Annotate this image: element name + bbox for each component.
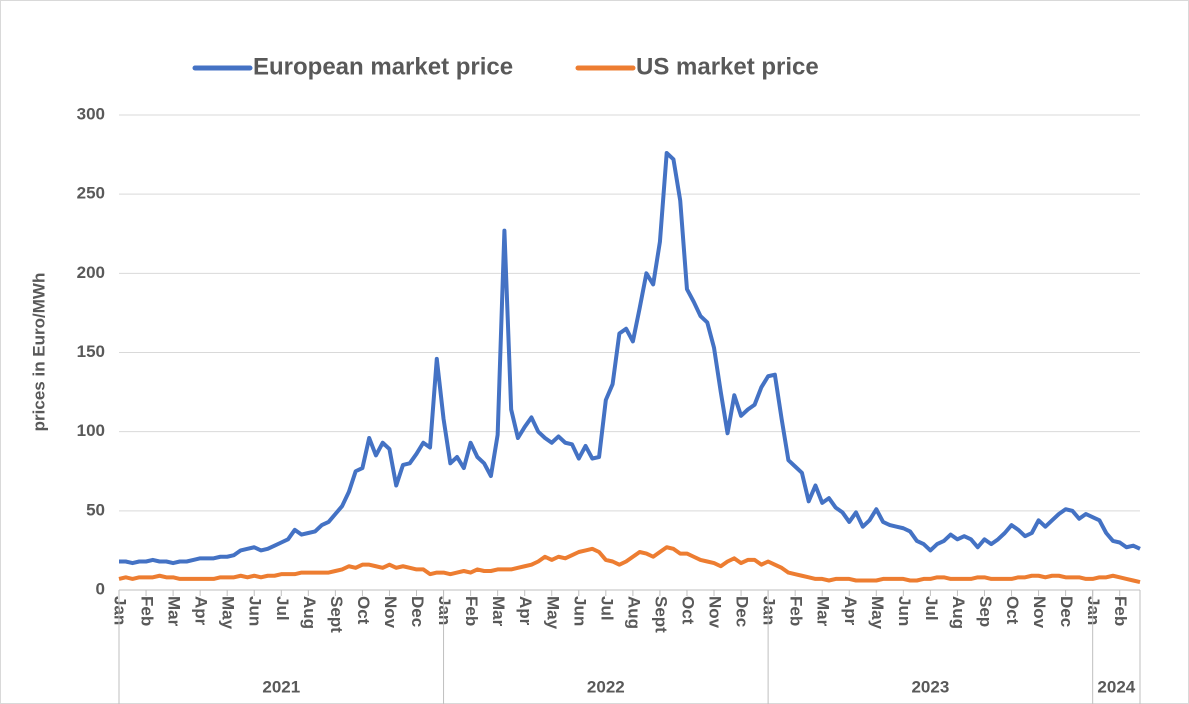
group-label: 2021 [262, 677, 300, 696]
x-tick-label: Apr [841, 596, 860, 626]
y-axis-label: prices in Euro/MWh [29, 273, 48, 432]
x-tick-label: Jun [246, 596, 265, 626]
x-tick-label: Feb [787, 596, 806, 626]
x-tick-label: Dec [733, 596, 752, 627]
x-tick-label: Jul [273, 596, 292, 621]
y-tick-label: 50 [86, 500, 105, 519]
x-tick-label: Jun [895, 596, 914, 626]
x-tick-label: Jan [435, 596, 454, 625]
x-tick-label: Mar [489, 596, 508, 627]
x-tick-label: Feb [138, 596, 157, 626]
y-tick-label: 100 [77, 421, 105, 440]
legend-label: European market price [253, 53, 513, 80]
x-tick-label: May [219, 596, 238, 630]
x-tick-label: Aug [300, 596, 319, 629]
x-tick-label: Sept [327, 596, 346, 633]
x-tick-label: Sept [651, 596, 670, 633]
x-tick-label: Dec [1057, 596, 1076, 627]
x-tick-label: Apr [192, 596, 211, 626]
x-tick-label: Nov [706, 596, 725, 629]
x-tick-label: Feb [462, 596, 481, 626]
x-tick-label: Dec [408, 596, 427, 627]
x-tick-label: Jan [760, 596, 779, 625]
x-tick-label: Jul [597, 596, 616, 621]
x-tick-label: Aug [949, 596, 968, 629]
legend-label: US market price [636, 53, 819, 80]
x-tick-label: Jul [922, 596, 941, 621]
y-tick-label: 200 [77, 263, 105, 282]
x-tick-label: Jan [1084, 596, 1103, 625]
x-tick-label: Nov [381, 596, 400, 629]
y-tick-label: 250 [77, 184, 105, 203]
y-tick-label: 300 [77, 104, 105, 123]
series-line [118, 545, 1141, 585]
group-label: 2024 [1097, 677, 1135, 696]
x-tick-label: Sep [976, 596, 995, 627]
x-tick-label: Oct [354, 596, 373, 625]
y-tick-label: 0 [96, 579, 105, 598]
group-label: 2023 [911, 677, 949, 696]
x-tick-label: Apr [516, 596, 535, 626]
x-tick-label: Nov [1030, 596, 1049, 629]
x-tick-label: Mar [814, 596, 833, 627]
x-tick-label: Oct [1003, 596, 1022, 625]
series-line [119, 151, 1141, 566]
x-tick-label: May [868, 596, 887, 630]
x-tick-label: Jun [570, 596, 589, 626]
x-tick-label: Aug [624, 596, 643, 629]
x-tick-label: May [543, 596, 562, 630]
y-tick-label: 150 [77, 342, 105, 361]
x-tick-label: Mar [165, 596, 184, 627]
x-tick-label: Jan [111, 596, 130, 625]
x-tick-label: Oct [678, 596, 697, 625]
x-tick-label: Feb [1111, 596, 1130, 626]
group-label: 2022 [587, 677, 625, 696]
